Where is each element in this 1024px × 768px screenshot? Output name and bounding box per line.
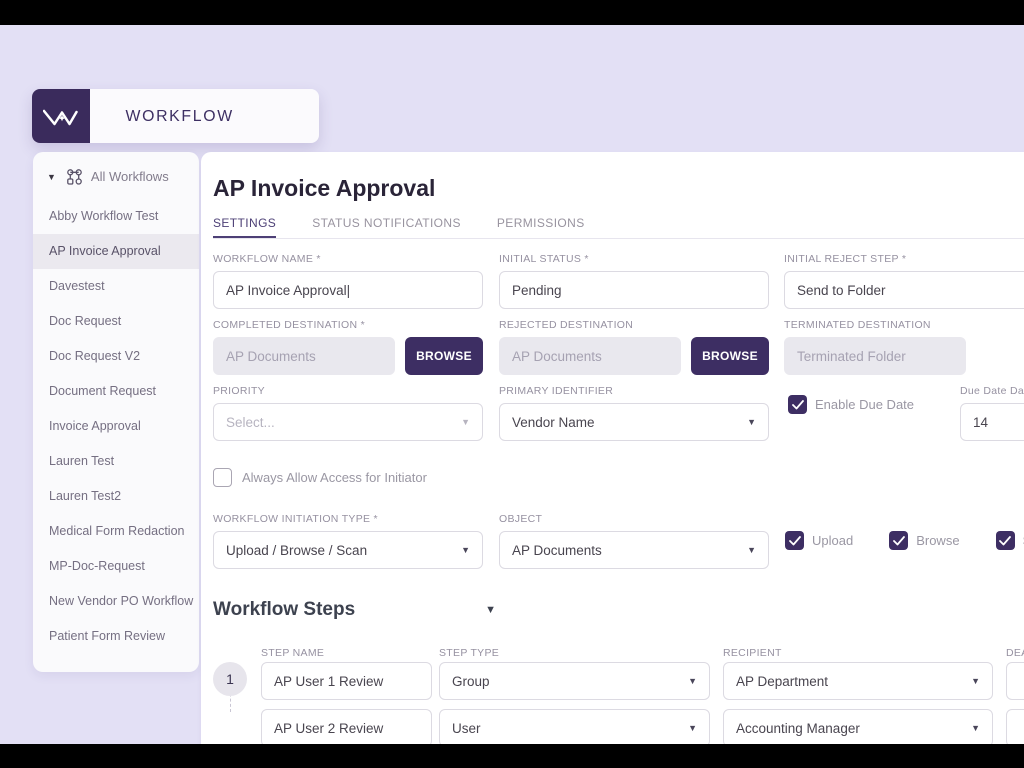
svg-text:WORKFLOW: WORKFLOW bbox=[126, 108, 234, 125]
